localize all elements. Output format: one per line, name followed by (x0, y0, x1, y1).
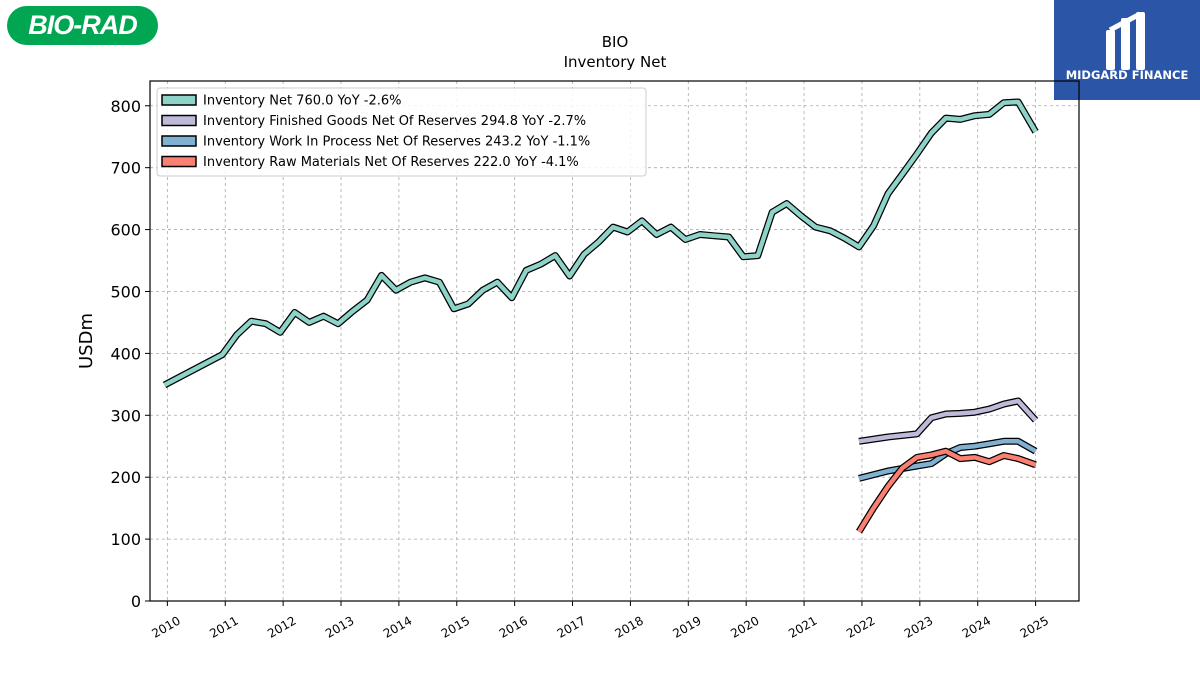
legend-box (156, 87, 647, 177)
y-tick-label: 500 (110, 282, 141, 301)
series-line-1 (858, 398, 1038, 444)
y-axis-label: USDm (76, 313, 97, 369)
x-tick-label: 2014 (381, 613, 414, 640)
y-tick-label: 100 (110, 530, 141, 549)
midgard-logo-text: MIDGARD FINANCE (1065, 68, 1189, 82)
x-tick-label: 2015 (439, 613, 472, 640)
x-tick-label: 2020 (728, 613, 761, 640)
x-tick-label: 2019 (670, 613, 703, 640)
y-tick-label: 600 (110, 221, 141, 240)
legend-swatch (161, 114, 197, 127)
series-line-3 (857, 448, 1037, 533)
series-line-0 (163, 99, 1038, 387)
bio-rad-logo-text: BIO-RAD (28, 10, 137, 40)
y-tick-label: 800 (110, 97, 141, 116)
y-tick-label: 400 (110, 344, 141, 363)
x-tick-label: 2016 (497, 613, 530, 640)
y-tick-label: 300 (110, 406, 141, 425)
x-tick-label: 2023 (902, 613, 935, 640)
x-tick-label: 2017 (555, 613, 588, 640)
y-tick-label: 700 (110, 159, 141, 178)
series-layer (162, 98, 1039, 534)
midgard-logo-mark-icon (1106, 11, 1145, 70)
x-tick-label: 2010 (149, 613, 182, 640)
x-tick-label: 2025 (1018, 613, 1051, 640)
legend-label: Inventory Finished Goods Net Of Reserves… (203, 114, 586, 129)
legend-swatch (161, 135, 197, 147)
legend-swatch (161, 155, 197, 168)
x-tick-label: 2011 (207, 613, 240, 640)
x-tick-label: 2013 (323, 613, 356, 640)
legend-label: Inventory Work In Process Net Of Reserve… (203, 135, 590, 150)
y-axis: 0 100 200 300 400 500 600 700 800 (110, 97, 150, 611)
x-tick-label: 2018 (612, 613, 645, 640)
plot-frame (149, 80, 1080, 602)
x-tick-label: 2024 (960, 613, 993, 640)
legend-label: Inventory Raw Materials Net Of Reserves … (203, 155, 579, 170)
y-tick-label: 200 (110, 468, 141, 487)
legend-label: Inventory Net 760.0 YoY -2.6% (203, 94, 402, 109)
midgard-finance-logo: MIDGARD FINANCE (1054, 0, 1200, 100)
chart-title: BIO (602, 33, 629, 51)
bio-rad-logo: BIO-RAD (7, 6, 158, 45)
x-tick-label: 2021 (786, 613, 819, 640)
x-tick-label: 2012 (265, 613, 298, 640)
y-tick-label: 0 (131, 592, 141, 611)
legend-swatch (161, 94, 197, 106)
x-tick-label: 2022 (844, 613, 877, 640)
chart-subtitle: Inventory Net (564, 53, 667, 71)
x-axis: 2010 2011 2012 2013 2014 2015 2016 2017 2018 2019… (149, 601, 1051, 641)
legend: Inventory Net 760.0 YoY -2.6% Inventory F… (156, 87, 647, 177)
